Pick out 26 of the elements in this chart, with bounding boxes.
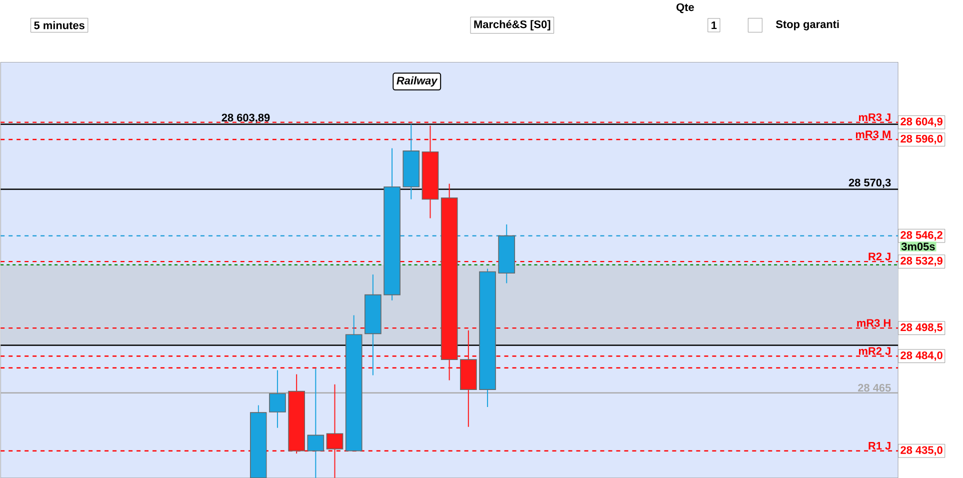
text: Qte bbox=[676, 3, 694, 13]
text: 3m05s bbox=[901, 242, 935, 250]
ref-line-label: mR2 J bbox=[858, 346, 890, 355]
y-tick-label: 28 596,0 bbox=[900, 134, 942, 144]
candlestick bbox=[307, 368, 324, 478]
y-tick-label: 28 546,2 bbox=[900, 230, 942, 240]
ref-line-label: mR3 M bbox=[856, 130, 890, 138]
y-tick-label: 28 498,5 bbox=[900, 323, 943, 333]
ref-line-label: 28 603,89 bbox=[222, 114, 270, 123]
ref-line-label: mR3 H bbox=[857, 318, 890, 327]
y-tick-label: 28 435,0 bbox=[900, 446, 942, 456]
text: Stop garanti bbox=[776, 20, 839, 30]
ref-line-label: R1 J bbox=[868, 442, 890, 450]
annotation: Railway bbox=[396, 76, 438, 86]
ref-line-label: R2 J bbox=[868, 252, 890, 260]
ref-line-label: mR3 J bbox=[858, 113, 890, 121]
text: 5 minutes bbox=[34, 20, 84, 30]
candlestick bbox=[326, 384, 344, 478]
y-tick-label: 28 532,9 bbox=[900, 256, 942, 266]
ref-line-label: 28 465 bbox=[858, 384, 891, 392]
text: 1 bbox=[712, 21, 717, 29]
y-tick-label: 28 604,9 bbox=[900, 117, 942, 127]
y-tick-label: 28 484,0 bbox=[900, 351, 942, 361]
text: Marché&S [S0] bbox=[474, 20, 550, 30]
ref-line-label: 28 570,3 bbox=[848, 178, 891, 188]
candlestick bbox=[269, 370, 286, 428]
